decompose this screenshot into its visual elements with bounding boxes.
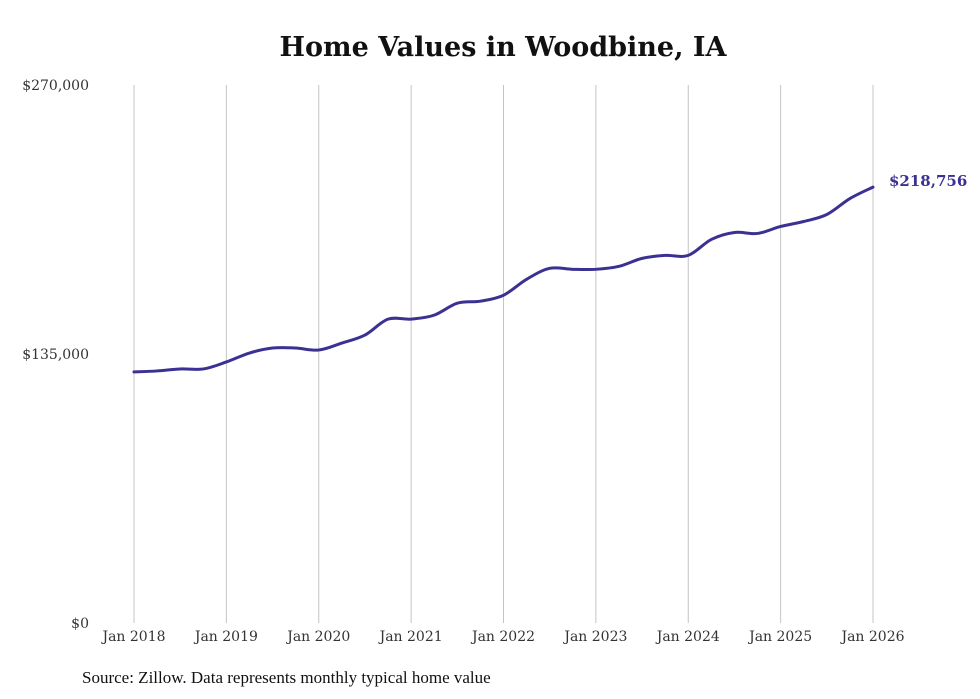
x-tick-label: Jan 2022 bbox=[470, 629, 535, 645]
x-tick-label: Jan 2021 bbox=[378, 629, 443, 645]
x-tick-label: Jan 2024 bbox=[655, 629, 720, 645]
end-value-label: $218,756 bbox=[889, 172, 967, 190]
y-tick-label: $270,000 bbox=[22, 78, 89, 94]
series-line bbox=[132, 185, 875, 374]
x-tick-label: Jan 2019 bbox=[193, 629, 258, 645]
source-note: Source: Zillow. Data represents monthly … bbox=[82, 668, 491, 687]
x-tick-label: Jan 2020 bbox=[285, 629, 350, 645]
y-tick-label: $0 bbox=[71, 616, 89, 632]
y-axis: $0 $135,000 $270,000 bbox=[22, 78, 89, 632]
x-tick-label: Jan 2023 bbox=[562, 629, 627, 645]
x-axis: Jan 2018 Jan 2019 Jan 2020 Jan 2021 Jan 2022… bbox=[100, 629, 904, 645]
x-tick-label: Jan 2026 bbox=[839, 629, 904, 645]
gridlines bbox=[133, 85, 874, 623]
x-tick-label: Jan 2025 bbox=[747, 629, 812, 645]
x-tick-label: Jan 2018 bbox=[100, 629, 165, 645]
series: $218,756 bbox=[132, 172, 967, 374]
chart-title: Home Values in Woodbine, IA bbox=[279, 32, 727, 63]
y-tick-label: $135,000 bbox=[22, 347, 89, 363]
